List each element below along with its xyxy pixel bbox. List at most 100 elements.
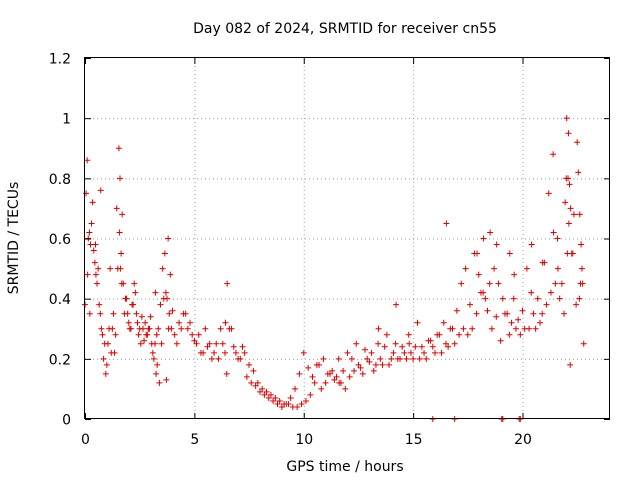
data-point [429,343,436,350]
data-point [567,205,574,212]
data-point [309,373,316,380]
data-point [508,319,515,326]
data-point [480,235,487,242]
data-point [537,319,543,326]
data-point [442,340,449,347]
data-point [167,271,174,278]
data-point [484,307,491,314]
data-point [451,340,458,347]
data-point [474,250,480,257]
data-point [173,340,180,347]
data-point [427,337,434,344]
data-point [495,280,502,287]
data-point [191,337,198,344]
data-point [89,199,96,206]
data-point [543,301,550,308]
data-point [302,397,309,404]
data-point [578,241,585,248]
data-point [287,394,294,401]
data-point [283,400,290,407]
data-point [113,205,120,212]
data-point [267,391,274,398]
data-point [519,307,526,314]
data-point [158,340,165,347]
data-point [226,325,233,332]
data-point [462,265,469,272]
data-point [152,289,159,296]
data-point [488,325,495,332]
data-point [254,379,261,386]
data-point [486,280,493,287]
data-point [123,295,130,302]
data-points [82,115,587,422]
data-point [532,325,539,332]
axis-ticks: 0 5 10 15 20 0 0.2 0.4 0.6 0.8 1 1.2 [49,52,610,448]
data-point [215,355,222,362]
data-point [134,319,141,326]
data-point [418,343,425,350]
data-point [311,379,318,386]
data-point [132,289,139,296]
data-point [224,280,231,287]
data-point [208,355,215,362]
data-point [145,325,152,332]
data-point [487,229,494,236]
grid [85,58,610,419]
data-point [117,175,123,182]
data-point [375,340,382,347]
data-point [292,385,298,392]
data-point [98,325,105,332]
data-point [556,295,563,302]
y-tick-label: 1.2 [49,52,71,68]
data-point [493,241,500,248]
data-point [184,325,191,332]
data-point [480,289,487,296]
data-point [547,289,554,296]
data-point [512,325,519,332]
data-point [383,331,390,338]
data-point [138,313,145,320]
data-point [469,325,476,332]
y-tick-label: 0.2 [49,352,71,368]
data-point [119,211,126,218]
data-point [491,265,498,272]
data-point [575,169,582,176]
data-point [464,331,471,338]
data-point [200,349,207,356]
data-point [517,331,524,338]
plot-frame [84,57,610,419]
data-point [573,301,580,308]
data-point [443,220,450,227]
data-point [393,301,400,308]
data-point [222,349,228,356]
data-point [432,349,438,356]
data-point [88,220,95,227]
data-point [213,340,220,347]
data-point [296,370,303,377]
y-tick-label: 1 [62,112,71,128]
data-point [372,361,379,368]
data-point [565,175,571,182]
data-point [107,265,114,272]
data-point [355,361,362,368]
data-point [131,280,138,287]
data-point [187,319,193,326]
data-point [497,337,504,344]
data-point [159,265,166,272]
data-point [106,325,113,332]
data-point [348,355,355,362]
data-point [274,400,281,407]
data-point [307,391,314,398]
data-point [335,355,342,362]
data-point [359,370,366,377]
data-point [322,379,329,386]
data-point [576,211,583,218]
data-point [171,331,178,338]
data-point [510,295,517,302]
data-point [155,325,162,332]
data-point [217,325,224,332]
data-point [351,367,358,374]
data-point [467,301,473,308]
data-point [530,310,537,317]
